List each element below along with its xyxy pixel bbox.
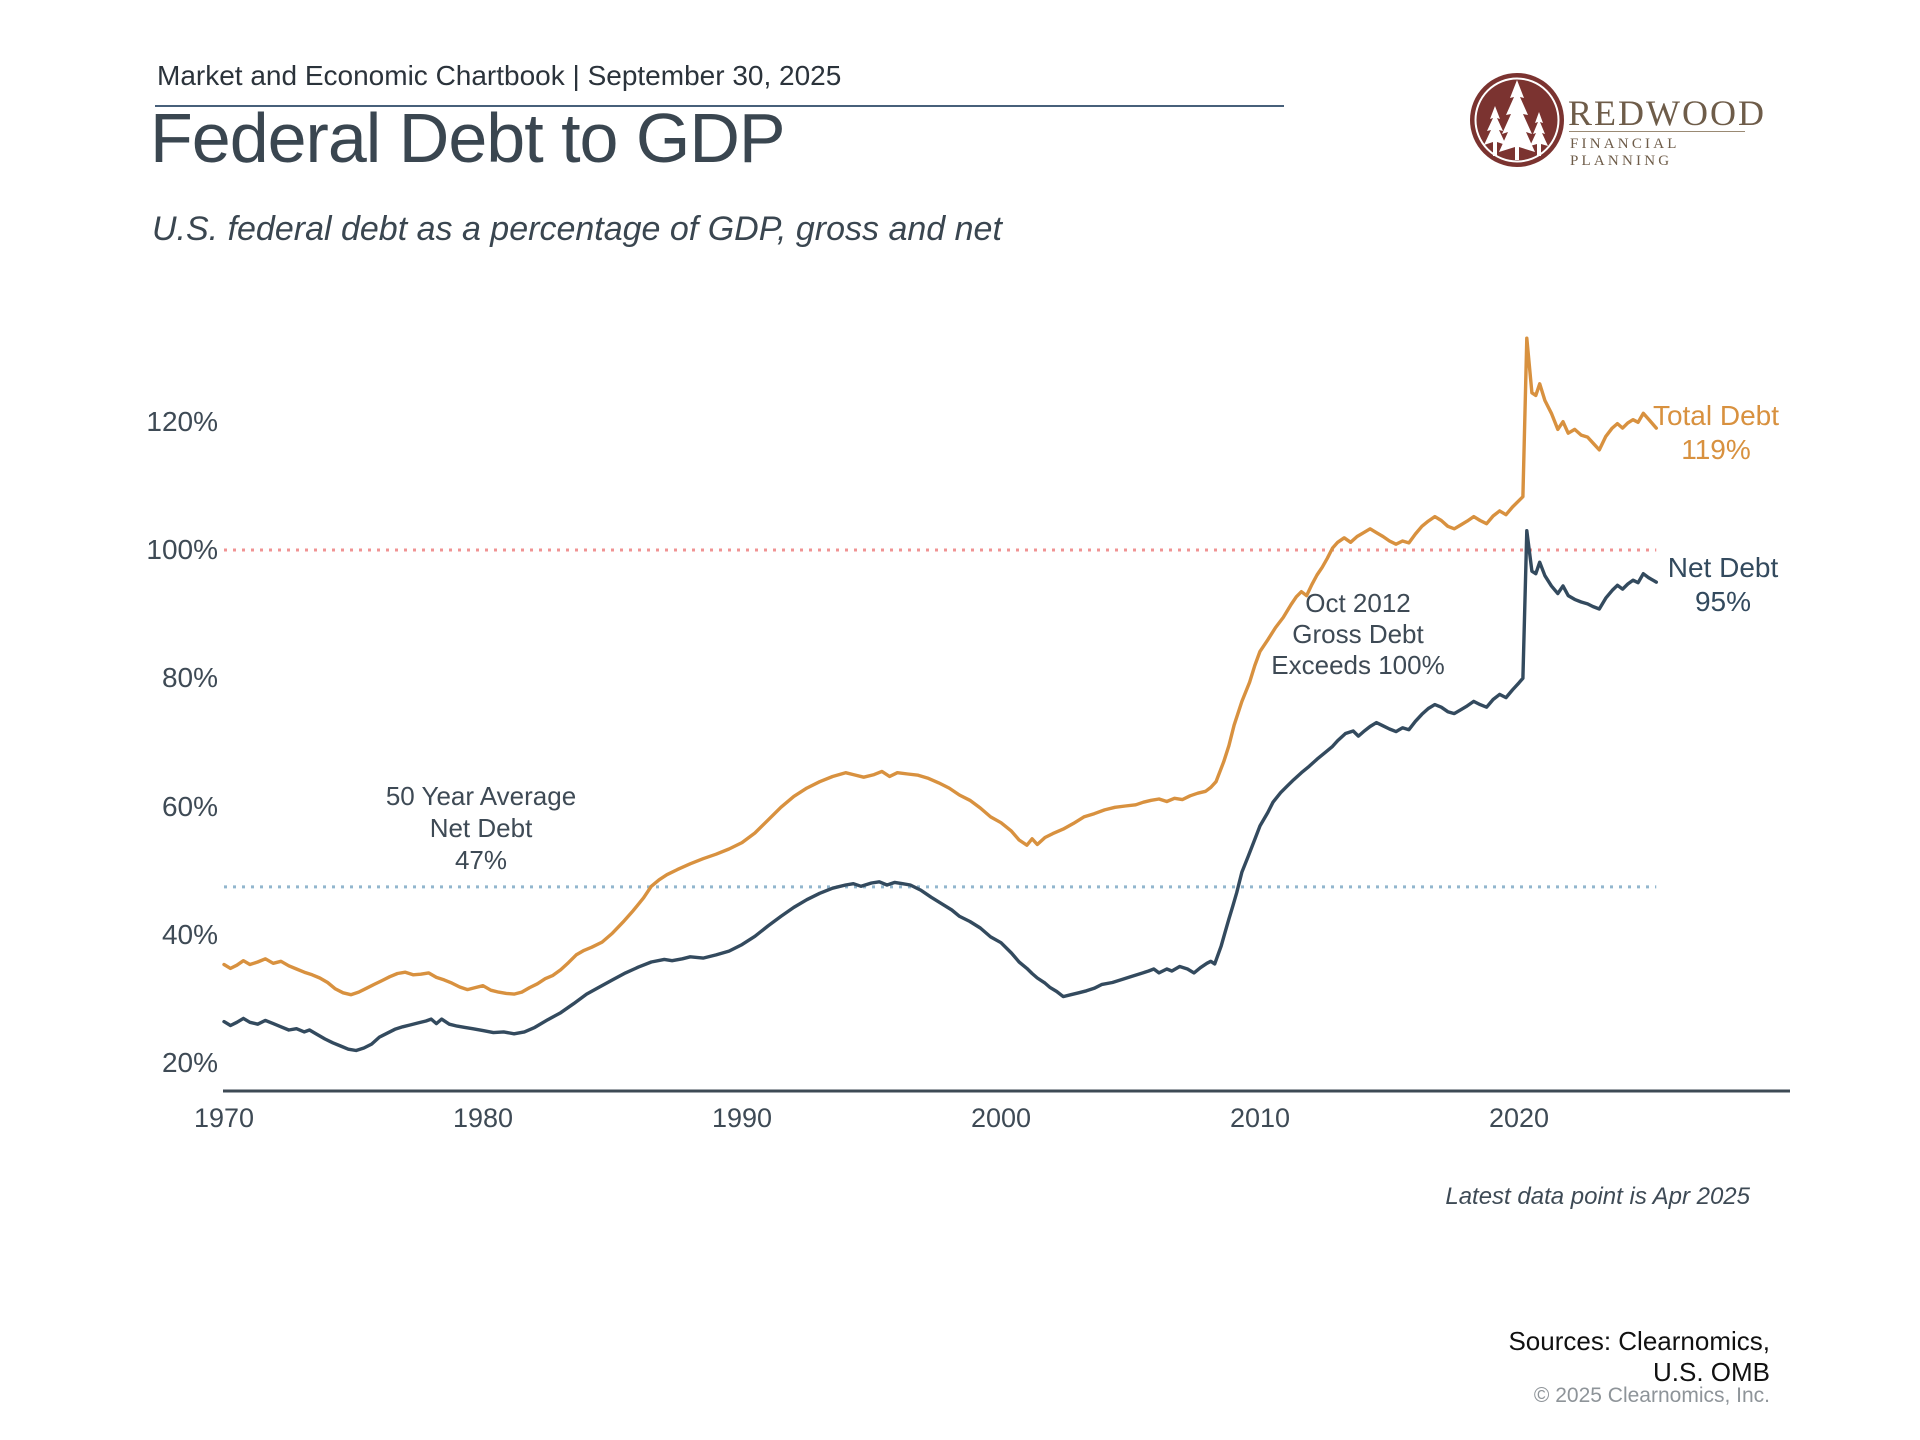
series-value: 119% [1681, 434, 1751, 465]
x-tick-label: 1980 [452, 1103, 514, 1133]
chartbook-header: Market and Economic Chartbook | Septembe… [157, 60, 842, 91]
header-divider [155, 105, 1284, 107]
x-tick-label: 2010 [1229, 1103, 1291, 1133]
y-tick-label: 100% [146, 534, 218, 565]
page-subtitle: U.S. federal debt as a percentage of GDP… [152, 210, 1002, 248]
annotation-line: 47% [454, 845, 508, 875]
total-debt-line [222, 336, 1659, 997]
x-tick-label: 1990 [711, 1103, 773, 1133]
average-net-debt-annotation: 50 Year Average Net Debt 47% [356, 780, 606, 876]
series-name: Total Debt [1652, 400, 1780, 431]
sources-note: Sources: Clearnomics, U.S. OMB [1508, 1326, 1770, 1388]
x-tick-label: 1970 [193, 1103, 255, 1133]
sources-line: Sources: Clearnomics, [1508, 1326, 1770, 1356]
y-tick-label: 60% [161, 790, 218, 822]
y-tick-label: 80% [161, 662, 218, 694]
oct-2012-annotation: Oct 2012 Gross Debt Exceeds 100% [1243, 588, 1473, 681]
logo-wordmark: REDWOOD [1568, 93, 1766, 133]
series-lines [222, 336, 1659, 1053]
net-debt-line [222, 529, 1659, 1053]
x-tick-label: 2000 [970, 1103, 1032, 1133]
annotation-line: Net Debt [429, 813, 533, 843]
series-name: Net Debt [1667, 552, 1779, 583]
annotation-line: Gross Debt [1292, 619, 1424, 649]
total-debt-label: Total Debt 119% [1648, 399, 1784, 467]
y-tick-label: 40% [161, 919, 218, 951]
series-value: 95% [1694, 586, 1752, 617]
copyright-note: © 2025 Clearnomics, Inc. [1533, 1384, 1770, 1407]
pine-trees-icon [1470, 73, 1564, 167]
x-tick-label: 2020 [1488, 1103, 1550, 1133]
y-tick-label: 120% [146, 405, 218, 437]
annotation-line: Oct 2012 [1305, 588, 1411, 618]
y-tick-label: 20% [161, 1047, 218, 1079]
logo-tagline: FINANCIAL PLANNING [1570, 136, 1680, 169]
sources-line: U.S. OMB [1652, 1357, 1770, 1387]
annotation-line: Exceeds 100% [1271, 650, 1445, 680]
page-title: Federal Debt to GDP [150, 99, 786, 177]
latest-data-footnote: Latest data point is Apr 2025 [1445, 1183, 1750, 1210]
logo-divider [1569, 131, 1745, 132]
net-debt-label: Net Debt 95% [1655, 551, 1791, 619]
company-logo: REDWOOD FINANCIAL PLANNING [1466, 68, 1776, 178]
annotation-line: 50 Year Average [385, 781, 577, 811]
